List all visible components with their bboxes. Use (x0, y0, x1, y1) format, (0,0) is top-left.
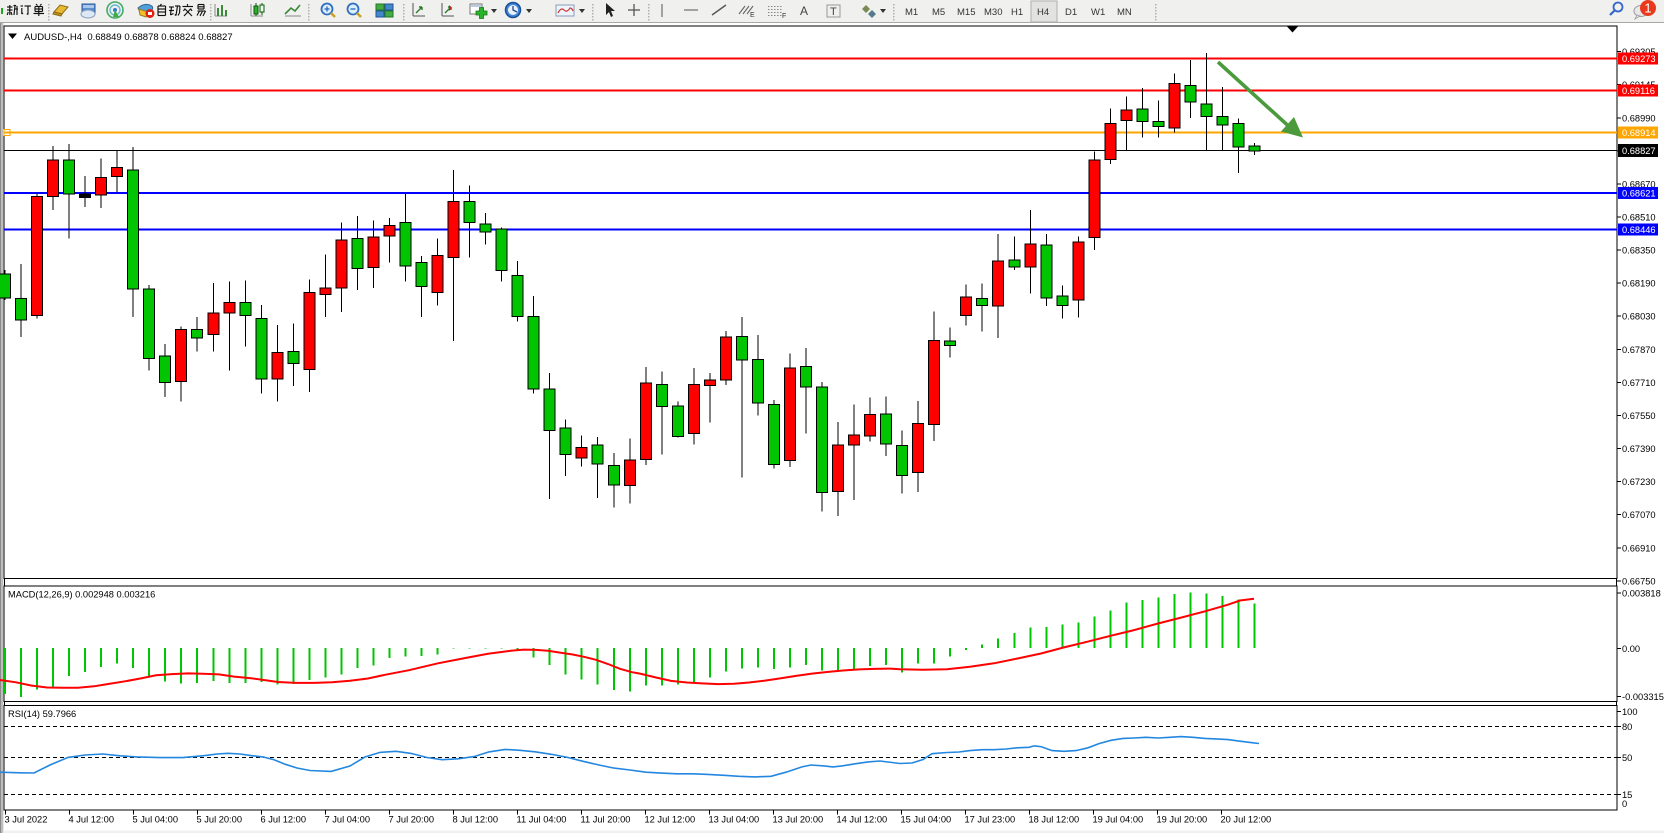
svg-text:0.68621: 0.68621 (1622, 189, 1656, 199)
svg-text:18 Jul 12:00: 18 Jul 12:00 (1029, 815, 1080, 825)
svg-text:0.67870: 0.67870 (1622, 345, 1656, 355)
svg-text:13 Jul 20:00: 13 Jul 20:00 (773, 815, 824, 825)
svg-text:W1: W1 (1091, 7, 1105, 18)
svg-text:0.69305: 0.69305 (1622, 47, 1656, 57)
svg-text:0.69116: 0.69116 (1622, 86, 1655, 96)
svg-text:0.68190: 0.68190 (1622, 279, 1656, 289)
svg-text:19 Jul 04:00: 19 Jul 04:00 (1093, 815, 1144, 825)
svg-text:5 Jul 04:00: 5 Jul 04:00 (133, 815, 179, 825)
svg-text:13 Jul 04:00: 13 Jul 04:00 (709, 815, 760, 825)
svg-text:0.67390: 0.67390 (1622, 444, 1656, 454)
svg-text:E: E (750, 12, 755, 19)
svg-text:RSI(14) 59.7966: RSI(14) 59.7966 (8, 709, 76, 719)
svg-text:12 Jul 12:00: 12 Jul 12:00 (645, 815, 696, 825)
svg-text:0.67230: 0.67230 (1622, 477, 1656, 487)
svg-text:0.66910: 0.66910 (1622, 543, 1656, 553)
svg-text:M15: M15 (957, 7, 975, 18)
svg-text:D1: D1 (1065, 7, 1077, 18)
svg-text:0.68446: 0.68446 (1622, 225, 1656, 235)
svg-text:15: 15 (1622, 790, 1632, 800)
svg-text:0.67550: 0.67550 (1622, 411, 1656, 421)
svg-text:H1: H1 (1011, 7, 1023, 18)
svg-text:T: T (830, 6, 837, 18)
svg-text:0.68670: 0.68670 (1622, 179, 1656, 189)
svg-text:50: 50 (1622, 753, 1632, 763)
svg-text:AUDUSD-,H4 0.68849 0.68878 0.: AUDUSD-,H4 0.68849 0.68878 0.68824 0.688… (24, 32, 233, 43)
svg-text:8 Jul 12:00: 8 Jul 12:00 (453, 815, 499, 825)
svg-text:MN: MN (1117, 7, 1132, 18)
svg-text:6 Jul 12:00: 6 Jul 12:00 (261, 815, 307, 825)
svg-text:M1: M1 (905, 7, 918, 18)
svg-text:0.68510: 0.68510 (1622, 213, 1656, 223)
svg-text:20 Jul 12:00: 20 Jul 12:00 (1221, 815, 1272, 825)
svg-text:F: F (782, 13, 786, 20)
svg-text:11 Jul 04:00: 11 Jul 04:00 (517, 815, 567, 825)
svg-text:5 Jul 20:00: 5 Jul 20:00 (197, 815, 243, 825)
svg-text:0.66750: 0.66750 (1622, 576, 1656, 586)
svg-text:0.68990: 0.68990 (1622, 113, 1656, 123)
svg-text:0.67070: 0.67070 (1622, 510, 1656, 520)
svg-text:M5: M5 (932, 7, 945, 18)
svg-text:4 Jul 12:00: 4 Jul 12:00 (69, 815, 115, 825)
svg-text:7 Jul 04:00: 7 Jul 04:00 (325, 815, 371, 825)
svg-text:-0.003315: -0.003315 (1622, 692, 1664, 702)
svg-text:0.00: 0.00 (1622, 644, 1640, 654)
svg-text:100: 100 (1622, 707, 1638, 717)
svg-text:0.67710: 0.67710 (1622, 378, 1656, 388)
svg-text:19 Jul 20:00: 19 Jul 20:00 (1157, 815, 1208, 825)
svg-text:M30: M30 (984, 7, 1002, 18)
svg-text:MACD(12,26,9) 0.002948 0.00321: MACD(12,26,9) 0.002948 0.003216 (8, 590, 155, 600)
svg-text:0: 0 (1622, 799, 1627, 809)
svg-text:1: 1 (1644, 1, 1651, 16)
svg-text:11 Jul 20:00: 11 Jul 20:00 (581, 815, 631, 825)
svg-text:0.69273: 0.69273 (1622, 54, 1656, 64)
svg-text:0.68350: 0.68350 (1622, 246, 1656, 256)
svg-text:80: 80 (1622, 722, 1632, 732)
svg-text:0.003818: 0.003818 (1622, 589, 1661, 599)
svg-text:H4: H4 (1037, 7, 1049, 18)
svg-text:14 Jul 12:00: 14 Jul 12:00 (837, 815, 888, 825)
svg-text:A: A (800, 4, 808, 18)
svg-text:15 Jul 04:00: 15 Jul 04:00 (901, 815, 952, 825)
svg-text:0.68827: 0.68827 (1622, 146, 1656, 156)
svg-text:0.68914: 0.68914 (1622, 128, 1656, 138)
svg-text:7 Jul 20:00: 7 Jul 20:00 (389, 815, 435, 825)
svg-text:3 Jul 2022: 3 Jul 2022 (5, 815, 48, 825)
svg-text:0.68030: 0.68030 (1622, 312, 1656, 322)
svg-text:17 Jul 23:00: 17 Jul 23:00 (965, 815, 1016, 825)
